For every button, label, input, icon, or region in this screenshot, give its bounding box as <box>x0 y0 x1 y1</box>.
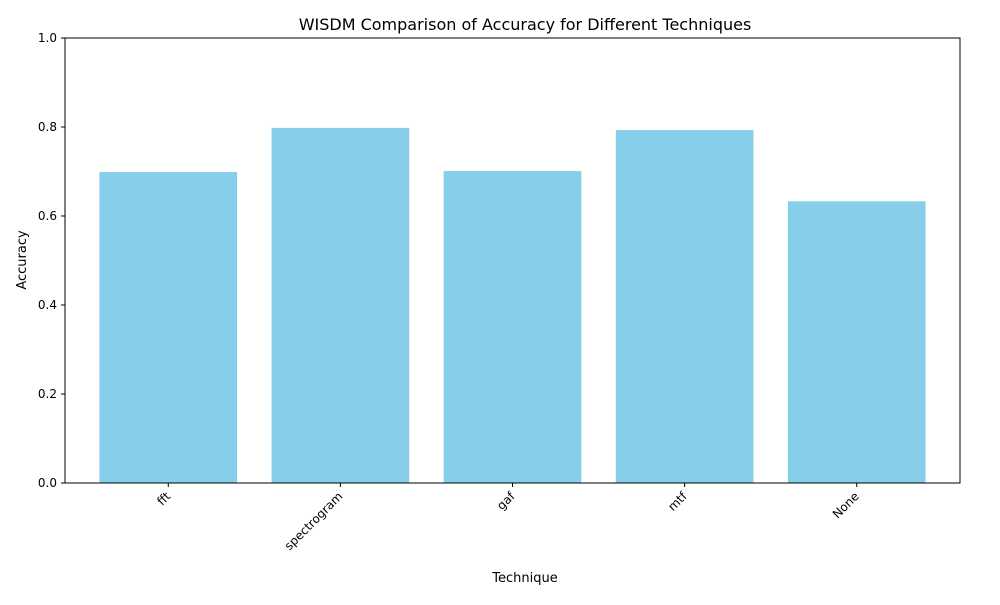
x-tick-label: gaf <box>494 489 518 513</box>
y-tick-label: 0.6 <box>38 209 57 223</box>
bar-mtf <box>615 130 754 484</box>
chart-title: WISDM Comparison of Accuracy for Differe… <box>299 15 752 34</box>
x-tick-label: spectrogram <box>282 489 346 553</box>
y-tick-label: 0.2 <box>38 387 57 401</box>
y-tick-label: 0.8 <box>38 120 57 134</box>
x-tick-label: None <box>830 489 862 521</box>
plot-frame <box>64 37 961 484</box>
x-tick-label: fft <box>154 489 173 508</box>
y-axis-ticks: 0.0 0.2 0.4 0.6 0.8 1.0 <box>38 31 65 490</box>
bar-fft <box>99 171 238 483</box>
y-tick-label: 0.0 <box>38 476 57 490</box>
x-tick-label: mtf <box>665 489 690 514</box>
bar-spectrogram <box>271 127 410 483</box>
y-axis-label: Accuracy <box>15 230 30 290</box>
y-tick-label: 1.0 <box>38 31 57 45</box>
bar-none <box>787 201 926 483</box>
bar-gaf <box>443 171 582 483</box>
x-axis-ticks: fft spectrogram gaf mtf None <box>154 483 862 553</box>
y-tick-label: 0.4 <box>38 298 57 312</box>
x-axis-label: Technique <box>491 571 557 586</box>
bars-layer <box>99 127 926 484</box>
